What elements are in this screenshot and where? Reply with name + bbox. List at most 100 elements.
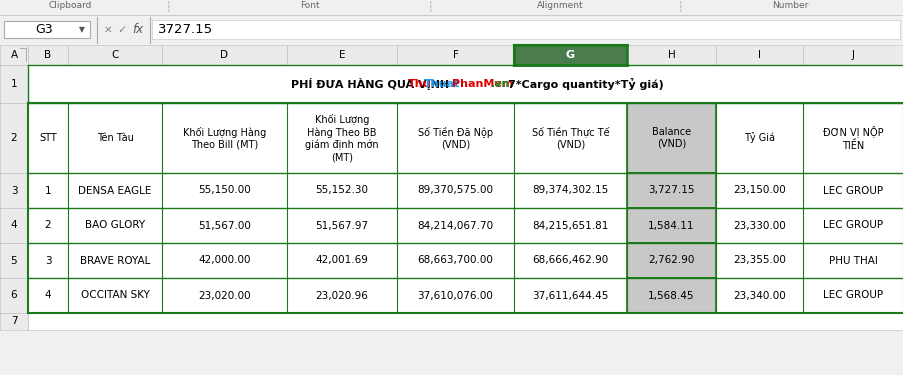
Bar — [286, 45, 396, 65]
Text: 42,000.00: 42,000.00 — [198, 255, 250, 266]
Text: BAO GLORY: BAO GLORY — [85, 220, 144, 231]
Text: Clipboard: Clipboard — [48, 2, 91, 10]
Bar — [28, 313, 903, 330]
Bar — [627, 243, 715, 278]
Text: I: I — [757, 50, 760, 60]
Bar — [802, 103, 903, 173]
Bar — [162, 45, 286, 65]
Text: 3,727.15: 3,727.15 — [647, 186, 694, 195]
Text: 1: 1 — [44, 186, 51, 195]
Bar — [396, 208, 514, 243]
Text: DENSA EAGLE: DENSA EAGLE — [79, 186, 152, 195]
Bar — [68, 45, 162, 65]
Text: BRAVE ROYAL: BRAVE ROYAL — [79, 255, 150, 266]
Text: 84,215,651.81: 84,215,651.81 — [532, 220, 608, 231]
Text: J: J — [851, 50, 854, 60]
Text: OCCITAN SKY: OCCITAN SKY — [80, 291, 149, 300]
Bar — [715, 278, 802, 313]
Text: 1,568.45: 1,568.45 — [647, 291, 694, 300]
Text: 23,340.00: 23,340.00 — [732, 291, 785, 300]
Text: Khối Lượng
Hàng Theo BB
giám định mớn
(MT): Khối Lượng Hàng Theo BB giám định mớn (M… — [305, 114, 378, 162]
Text: C: C — [111, 50, 118, 60]
Text: ┆: ┆ — [676, 0, 682, 12]
Text: 68,663,700.00: 68,663,700.00 — [417, 255, 493, 266]
Bar — [514, 103, 627, 173]
Bar — [514, 173, 627, 208]
Bar — [627, 208, 715, 243]
Bar — [152, 20, 899, 39]
Bar — [0, 45, 28, 65]
Text: 4: 4 — [11, 220, 17, 231]
Bar — [162, 208, 286, 243]
Text: LEC GROUP: LEC GROUP — [823, 220, 882, 231]
Text: ┆: ┆ — [165, 0, 171, 12]
Bar — [514, 45, 627, 65]
Bar — [396, 278, 514, 313]
Text: LEC GROUP: LEC GROUP — [823, 186, 882, 195]
Text: fx: fx — [133, 23, 144, 36]
Text: 3: 3 — [11, 186, 17, 195]
Text: Alignment: Alignment — [536, 2, 582, 10]
Text: 4: 4 — [44, 291, 51, 300]
Text: 23,355.00: 23,355.00 — [732, 255, 785, 266]
Bar — [286, 208, 396, 243]
Bar — [627, 173, 715, 208]
Bar — [715, 173, 802, 208]
Text: D: D — [220, 50, 228, 60]
Text: ┆: ┆ — [426, 0, 433, 12]
Bar — [0, 243, 28, 278]
Text: 7*Cargo quantity*Tỷ giá): 7*Cargo quantity*Tỷ giá) — [507, 78, 663, 90]
Text: 55,150.00: 55,150.00 — [198, 186, 251, 195]
Bar — [0, 208, 28, 243]
Bar — [68, 173, 162, 208]
Text: Khối Lượng Hàng
Theo Bill (MT): Khối Lượng Hàng Theo Bill (MT) — [182, 126, 265, 150]
Bar — [162, 243, 286, 278]
Text: 23,020.96: 23,020.96 — [315, 291, 368, 300]
Bar — [28, 65, 903, 103]
Text: Thu: Thu — [407, 79, 431, 89]
Text: PHU THAI: PHU THAI — [828, 255, 877, 266]
Bar — [162, 103, 286, 173]
Bar — [0, 313, 28, 330]
Bar — [514, 278, 627, 313]
Text: 42,001.69: 42,001.69 — [315, 255, 368, 266]
Text: ĐƠN VỊ NỘP
TIỀN: ĐƠN VỊ NỘP TIỀN — [823, 125, 883, 151]
Text: 1: 1 — [11, 79, 17, 89]
Text: G: G — [565, 50, 574, 60]
Bar — [28, 243, 68, 278]
Bar — [802, 45, 903, 65]
Bar — [68, 278, 162, 313]
Text: Thuat: Thuat — [424, 79, 461, 89]
Bar — [286, 173, 396, 208]
Bar — [286, 243, 396, 278]
Text: H: H — [667, 50, 675, 60]
Text: Tên Tàu: Tên Tàu — [97, 133, 134, 143]
Text: 51,567.97: 51,567.97 — [315, 220, 368, 231]
Text: 3: 3 — [44, 255, 51, 266]
Bar — [286, 103, 396, 173]
Bar — [28, 45, 68, 65]
Bar — [627, 45, 715, 65]
Bar — [28, 208, 68, 243]
Text: Số Tiền Thực Tế
(VND): Số Tiền Thực Tế (VND) — [531, 126, 609, 150]
Bar — [0, 15, 903, 45]
Text: 5: 5 — [11, 255, 17, 266]
Text: ✕: ✕ — [104, 24, 112, 34]
Bar — [396, 243, 514, 278]
Text: 51,567.00: 51,567.00 — [198, 220, 251, 231]
Bar — [4, 21, 90, 38]
Bar — [0, 45, 903, 65]
Bar — [0, 45, 28, 65]
Bar — [715, 45, 802, 65]
Text: 37,610,076.00: 37,610,076.00 — [417, 291, 493, 300]
Bar — [514, 243, 627, 278]
Text: Tỷ Giá: Tỷ Giá — [743, 132, 774, 144]
Text: G3: G3 — [35, 23, 52, 36]
Text: 23,150.00: 23,150.00 — [732, 186, 785, 195]
Bar — [28, 103, 68, 173]
Text: ▼: ▼ — [79, 25, 85, 34]
Text: A: A — [11, 50, 17, 60]
Bar — [514, 208, 627, 243]
Text: 2: 2 — [11, 133, 17, 143]
Text: Số Tiền Đã Nộp
(VND): Số Tiền Đã Nộp (VND) — [417, 126, 492, 150]
